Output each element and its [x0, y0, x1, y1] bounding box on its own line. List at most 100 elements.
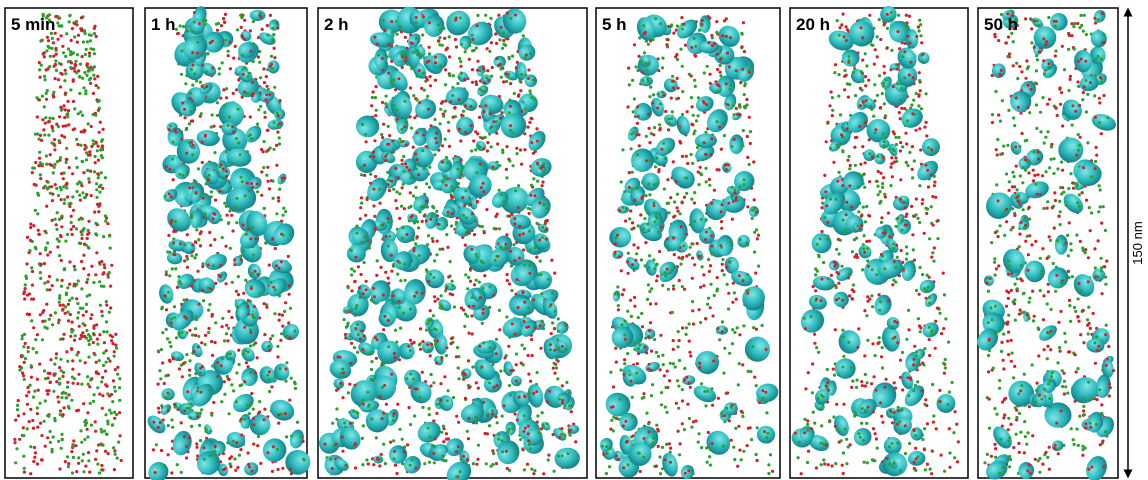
atom: [41, 95, 44, 98]
atom: [45, 49, 48, 52]
atom: [46, 253, 49, 256]
atom: [350, 267, 353, 270]
atom: [159, 421, 162, 424]
atom: [620, 269, 623, 272]
atom: [628, 83, 631, 86]
atom: [288, 399, 291, 402]
atom: [244, 279, 247, 282]
atom: [90, 125, 93, 128]
atom: [229, 357, 232, 360]
atom: [66, 455, 69, 458]
atom: [708, 178, 711, 181]
atom: [693, 201, 696, 204]
atom: [664, 386, 667, 389]
atom: [108, 311, 111, 314]
atom: [61, 375, 64, 378]
atom: [567, 452, 570, 455]
atom: [185, 317, 188, 320]
atom: [731, 218, 734, 221]
atom: [464, 104, 467, 107]
atom: [47, 39, 50, 42]
atom: [539, 167, 542, 170]
atom: [551, 321, 554, 324]
atom: [637, 246, 640, 249]
atom: [401, 186, 404, 189]
atom: [412, 146, 415, 149]
atom: [700, 446, 703, 449]
atom: [529, 380, 532, 383]
atom: [655, 279, 658, 282]
atom: [278, 136, 281, 139]
atom: [75, 297, 78, 300]
atom: [529, 52, 532, 55]
atom: [55, 356, 58, 359]
atom: [455, 45, 458, 48]
atom: [399, 327, 402, 330]
atom: [372, 90, 375, 93]
atom: [89, 39, 92, 42]
atom: [755, 384, 758, 387]
atom: [104, 383, 107, 386]
atom: [110, 264, 113, 267]
atom: [17, 414, 20, 417]
atom: [38, 233, 41, 236]
atom: [65, 32, 68, 35]
atom: [429, 330, 432, 333]
atom: [390, 270, 393, 273]
atom: [49, 192, 52, 195]
atom: [197, 303, 200, 306]
atom: [198, 22, 201, 25]
atom: [81, 217, 84, 220]
atom: [70, 228, 73, 231]
atom: [360, 173, 363, 176]
atom: [717, 397, 720, 400]
atom: [51, 199, 54, 202]
atom: [188, 359, 191, 362]
atom: [191, 250, 194, 253]
atom: [59, 186, 62, 189]
atom: [92, 143, 95, 146]
atom: [471, 212, 474, 215]
atom: [693, 191, 696, 194]
atom: [628, 217, 631, 220]
atom: [523, 468, 526, 471]
atom: [87, 177, 90, 180]
atom: [469, 203, 472, 206]
atom: [247, 463, 250, 466]
atom: [197, 346, 200, 349]
atom: [498, 227, 501, 230]
atom: [157, 426, 160, 429]
atom: [486, 432, 489, 435]
atom: [434, 343, 437, 346]
atom: [364, 214, 367, 217]
atom: [402, 312, 405, 315]
atom: [27, 346, 30, 349]
atom: [171, 158, 174, 161]
atom: [670, 97, 673, 100]
atom: [688, 417, 691, 420]
atom: [694, 85, 697, 88]
atom: [450, 337, 453, 340]
atom: [704, 167, 707, 170]
atom: [220, 364, 223, 367]
atom: [201, 289, 204, 292]
atom: [459, 470, 462, 473]
atom: [627, 67, 630, 70]
atom: [49, 314, 52, 317]
atom: [183, 108, 186, 111]
atom: [560, 433, 563, 436]
atom: [68, 166, 71, 169]
atom: [205, 428, 208, 431]
atom: [282, 207, 285, 210]
atom: [659, 368, 662, 371]
atom: [387, 319, 390, 322]
atom: [16, 404, 19, 407]
atom: [222, 17, 225, 20]
atom: [105, 361, 108, 364]
atom: [26, 403, 29, 406]
atom: [482, 190, 485, 193]
atom: [511, 164, 514, 167]
atom: [553, 362, 556, 365]
atom: [458, 377, 461, 380]
atom: [742, 21, 745, 24]
